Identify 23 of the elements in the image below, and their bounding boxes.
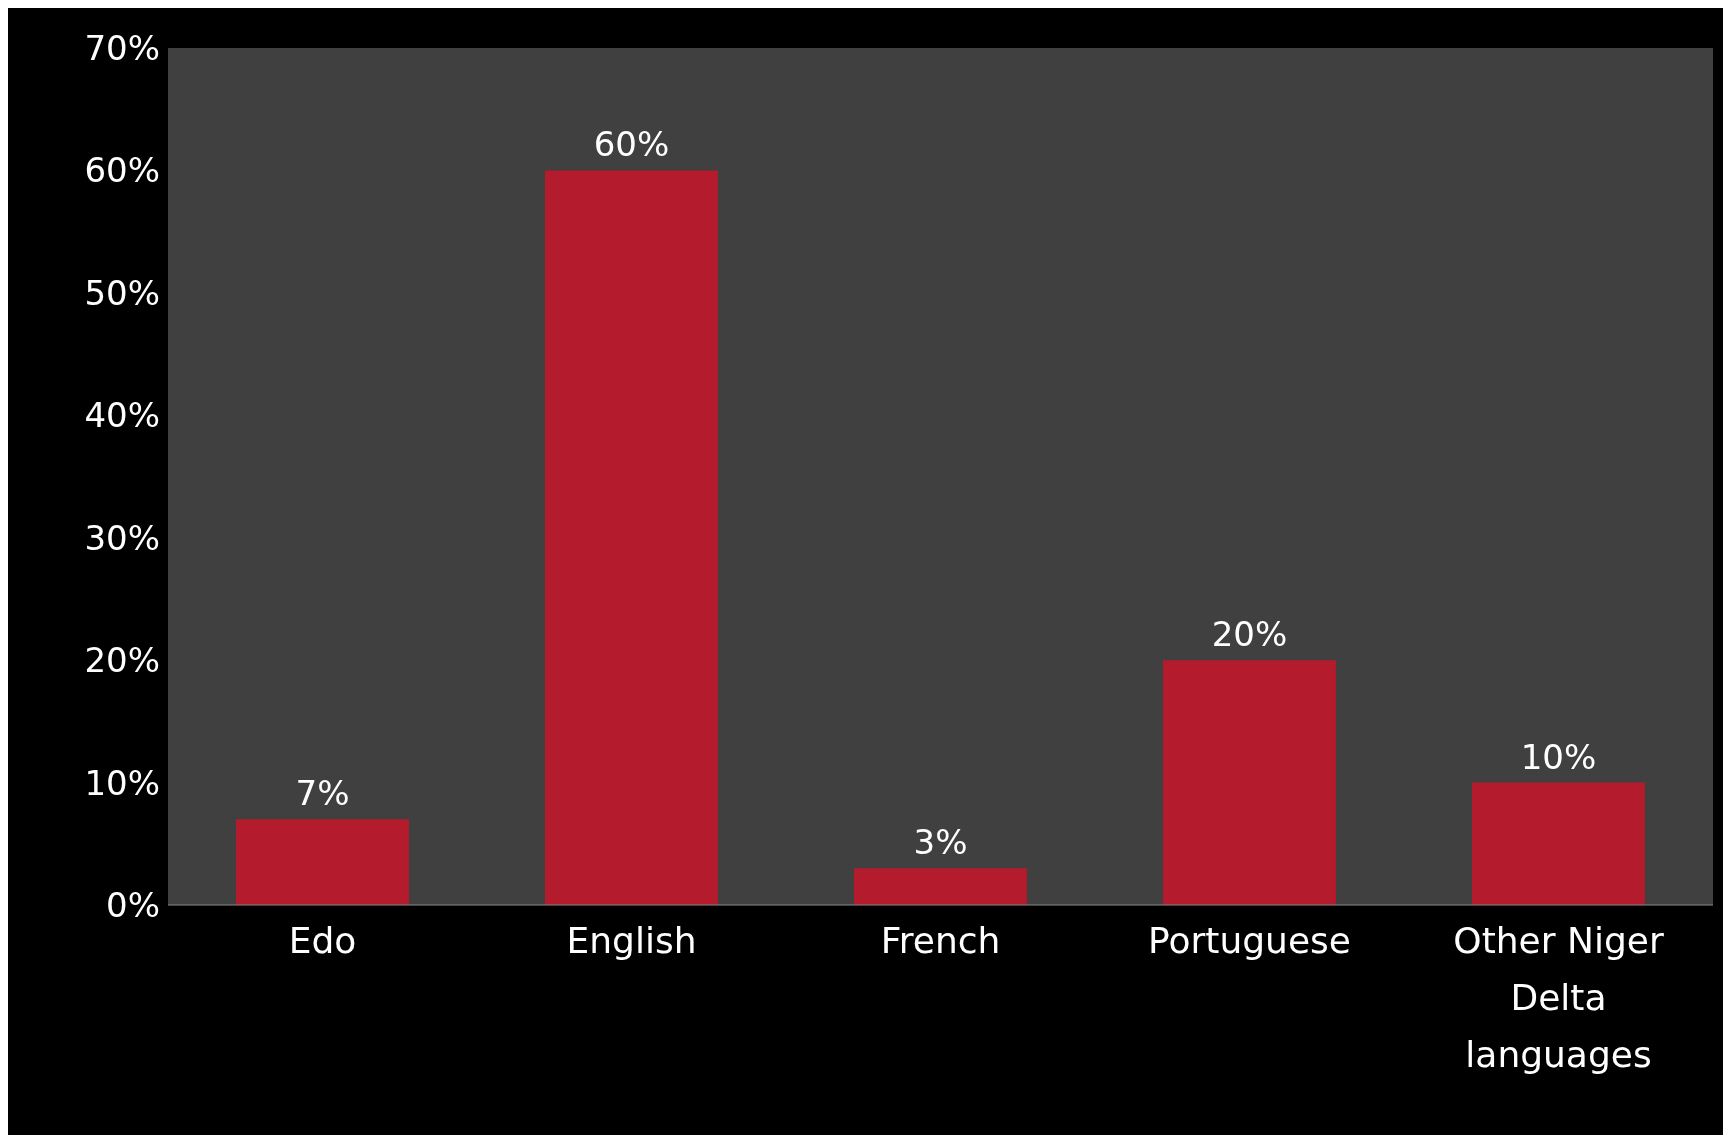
y-tick-label: 60%	[84, 150, 160, 191]
data-label: 20%	[1211, 614, 1288, 655]
y-tick-label: 70%	[84, 28, 160, 69]
data-label: 3%	[913, 822, 968, 863]
bar	[235, 819, 409, 905]
y-tick-label: 20%	[84, 640, 160, 681]
y-tick-label: 30%	[84, 517, 160, 558]
x-tick-label: Portuguese	[1148, 920, 1351, 961]
x-tick-label: French	[880, 920, 1001, 961]
data-label: 10%	[1520, 736, 1597, 777]
y-tick-label: 50%	[84, 272, 160, 313]
data-label: 60%	[593, 124, 670, 165]
bar	[1471, 782, 1645, 905]
y-tick-label: 0%	[106, 885, 160, 926]
bar	[1162, 660, 1336, 905]
x-tick-label: English	[566, 920, 697, 961]
x-tick-label: Other Niger Delta languages	[1453, 920, 1664, 1075]
y-tick-label: 10%	[84, 762, 160, 803]
data-label: 7%	[295, 773, 350, 814]
bar	[544, 170, 718, 905]
bar	[853, 868, 1027, 905]
x-tick-label: Edo	[288, 920, 357, 961]
y-tick-label: 40%	[84, 395, 160, 436]
